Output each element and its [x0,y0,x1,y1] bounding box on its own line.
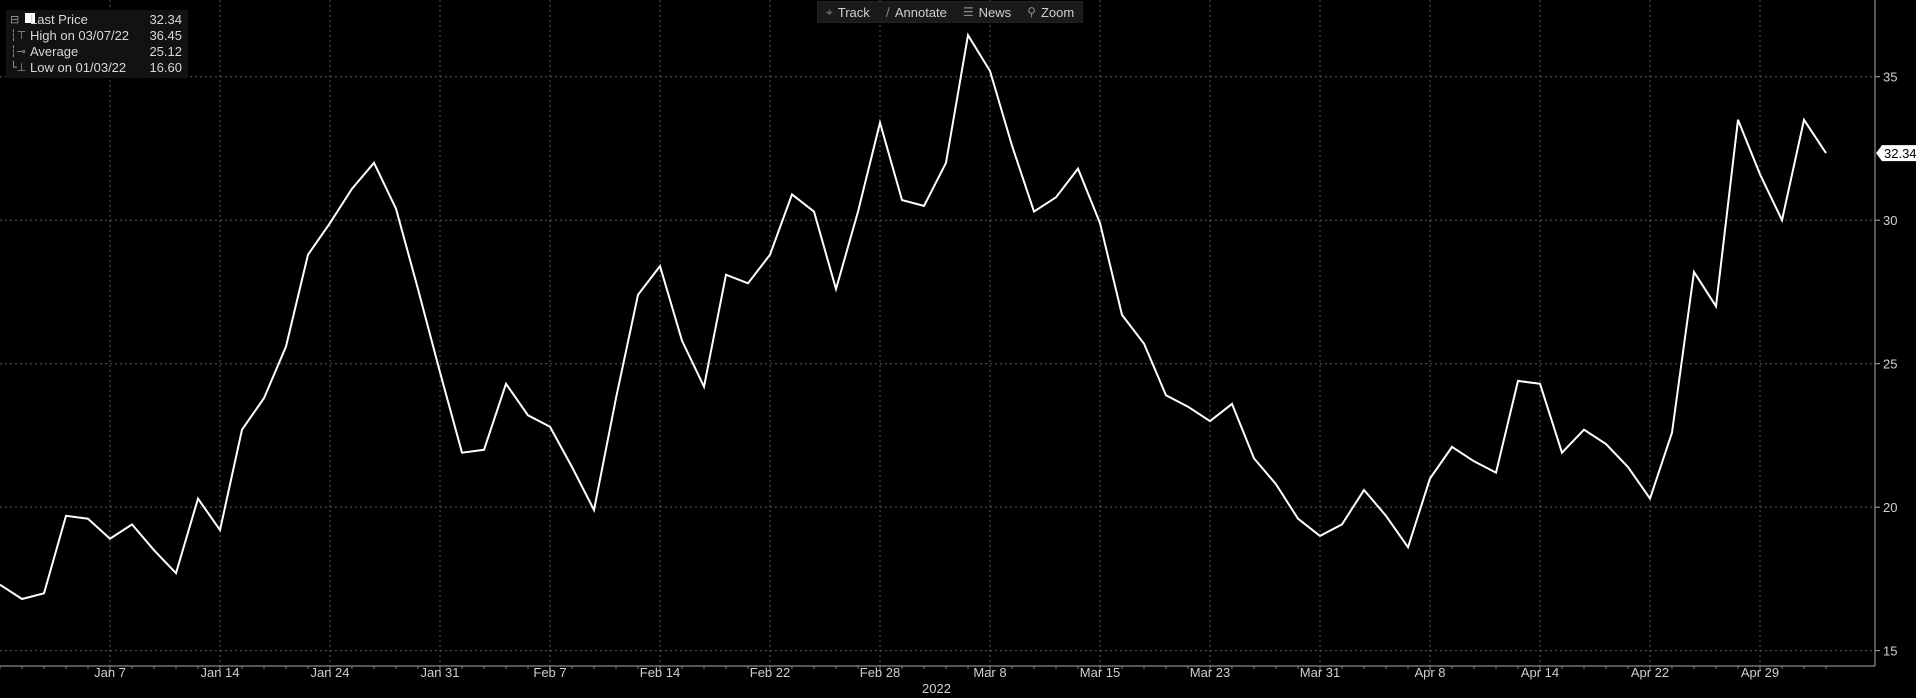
zoom-label: Zoom [1040,4,1075,20]
x-tick-label: Jan 14 [200,665,239,680]
news-label: News [978,4,1012,20]
x-tick-label: Feb 22 [750,665,790,680]
price-series-line [0,32,1827,601]
pencil-icon: ∕ [885,5,890,19]
y-tick-label: 25 [1883,357,1897,372]
x-tick-label: Feb 28 [860,665,900,680]
average-marker-icon: ┆⊸ [10,45,26,58]
annotate-label: Annotate [894,4,947,20]
last-price-marker [1876,145,1916,162]
x-tick-label: Apr 29 [1741,665,1779,680]
legend-label: High on 03/07/22 [30,28,130,43]
legend-value: 32.34 [149,12,182,27]
y-tick-label: 35 [1883,70,1897,85]
legend-row-low[interactable]: └⊥ Low on 01/03/22 16.60 [10,60,182,76]
zoom-button[interactable]: ⚲ Zoom [1019,2,1082,22]
y-tick-label: 20 [1883,500,1897,515]
x-tick-label: Mar 31 [1300,665,1340,680]
track-button[interactable]: ⌖ Track [818,2,878,22]
legend-value: 25.12 [149,44,182,59]
magnifier-icon: ⚲ [1027,5,1036,19]
x-tick-label: Mar 23 [1190,665,1230,680]
crosshair-icon: ⌖ [826,4,833,19]
x-tick-label: Jan 31 [420,665,459,680]
track-label: Track [837,4,870,20]
legend-label: Low on 01/03/22 [30,60,127,75]
legend-value: 16.60 [149,60,182,75]
chart-legend: ⊟ Last Price 32.34 ┆⊤ High on 03/07/22 3… [6,10,188,78]
x-tick-label: Apr 22 [1631,665,1669,680]
legend-row-last-price[interactable]: ⊟ Last Price 32.34 [10,12,182,28]
legend-row-high[interactable]: ┆⊤ High on 03/07/22 36.45 [10,28,182,44]
y-tick-label: 30 [1883,213,1897,228]
chart-toolbar: ⌖ Track ∕ Annotate ☰ News ⚲ Zoom [817,1,1084,23]
annotate-button[interactable]: ∕ Annotate [878,2,955,22]
low-marker-icon: └⊥ [10,61,27,74]
legend-swatch-icon: ⊟ [10,12,36,28]
news-button[interactable]: ☰ News [955,2,1019,22]
x-tick-label: Feb 14 [640,665,680,680]
news-icon: ☰ [962,5,974,19]
x-tick-label: Jan 24 [310,665,349,680]
high-marker-icon: ┆⊤ [10,29,27,42]
x-axis-label: 2022 [922,681,951,696]
x-tick-label: Jan 7 [94,665,126,680]
x-tick-label: Apr 8 [1414,665,1445,680]
legend-label: Last Price [30,12,88,27]
x-tick-label: Feb 7 [533,665,566,680]
legend-value: 36.45 [149,28,182,43]
x-tick-label: Mar 8 [973,665,1006,680]
legend-label: Average [30,44,79,59]
plot-background [0,0,1875,666]
x-tick-label: Apr 14 [1521,665,1559,680]
y-tick-label: 15 [1883,644,1897,659]
legend-row-average[interactable]: ┆⊸ Average 25.12 [10,44,182,60]
x-tick-label: Mar 15 [1080,665,1120,680]
last-price-label: 32.34 [1884,146,1916,161]
